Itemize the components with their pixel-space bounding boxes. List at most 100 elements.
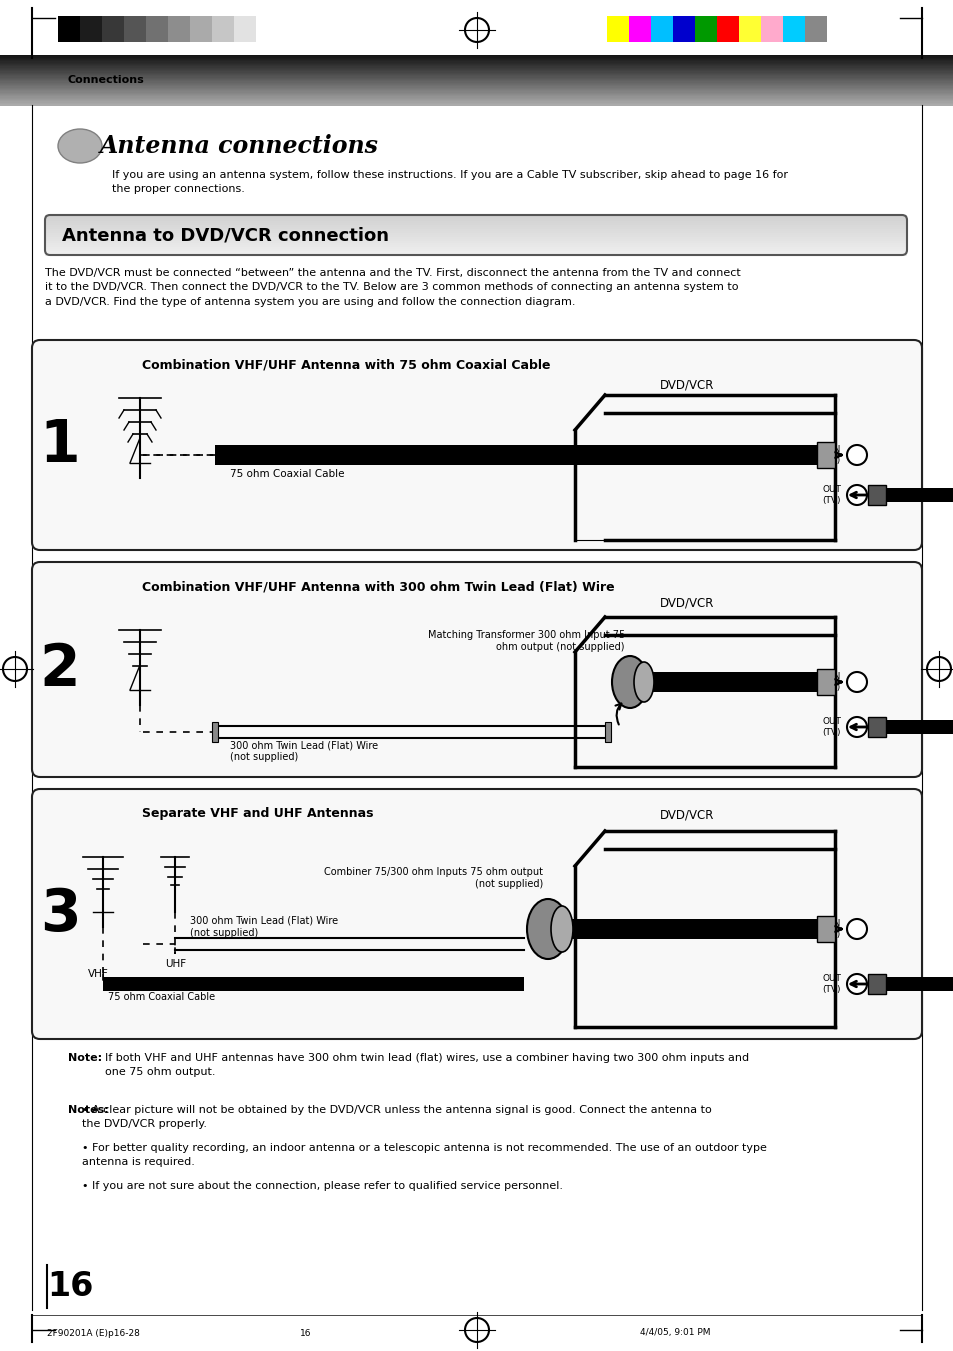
Bar [867, 717, 885, 738]
FancyBboxPatch shape [32, 340, 921, 550]
Bar [0, 95, 953, 97]
Bar [0, 58, 953, 59]
Text: Notes:: Notes: [68, 1105, 109, 1115]
Ellipse shape [612, 657, 647, 708]
Bar [45, 251, 906, 254]
Bar [45, 218, 906, 219]
FancyBboxPatch shape [32, 789, 921, 1039]
Bar [0, 76, 953, 77]
Text: 2: 2 [40, 640, 80, 698]
Bar [651, 671, 826, 692]
Text: DVD/VCR: DVD/VCR [659, 809, 714, 821]
Bar [572, 919, 826, 939]
Bar [0, 99, 953, 100]
Bar [0, 104, 953, 105]
Bar [0, 93, 953, 96]
Bar [782, 16, 804, 42]
Bar [739, 16, 760, 42]
Text: IN
(ANT): IN (ANT) [815, 446, 841, 465]
Text: 16: 16 [299, 1328, 312, 1337]
Bar [0, 73, 953, 74]
Text: IN
(ANT): IN (ANT) [815, 919, 841, 939]
Bar [0, 100, 953, 101]
Bar [882, 977, 953, 992]
Bar [45, 226, 906, 227]
Text: VHF: VHF [88, 969, 109, 979]
Bar [0, 88, 953, 89]
Text: The DVD/VCR must be connected “between” the antenna and the TV. First, disconnec: The DVD/VCR must be connected “between” … [45, 267, 740, 307]
Bar [816, 669, 834, 694]
Text: Combiner 75/300 ohm Inputs 75 ohm output
(not supplied): Combiner 75/300 ohm Inputs 75 ohm output… [324, 866, 542, 889]
Bar [882, 720, 953, 734]
Text: • A clear picture will not be obtained by the DVD/VCR unless the antenna signal : • A clear picture will not be obtained b… [82, 1105, 711, 1129]
Bar [45, 232, 906, 235]
Bar [606, 16, 628, 42]
Bar [0, 57, 953, 58]
Text: OUT
(TV): OUT (TV) [821, 717, 841, 736]
Bar [0, 92, 953, 93]
Text: Combination VHF/UHF Antenna with 300 ohm Twin Lead (Flat) Wire: Combination VHF/UHF Antenna with 300 ohm… [142, 580, 614, 593]
Bar [0, 63, 953, 65]
Bar [816, 916, 834, 942]
Bar [146, 16, 168, 42]
Bar [190, 16, 212, 42]
Bar [804, 16, 826, 42]
Bar [45, 230, 906, 231]
Bar [233, 16, 255, 42]
Bar [45, 239, 906, 242]
FancyBboxPatch shape [32, 562, 921, 777]
Bar [58, 16, 80, 42]
Text: If you are using an antenna system, follow these instructions. If you are a Cabl: If you are using an antenna system, foll… [112, 170, 787, 195]
Bar [0, 69, 953, 70]
Circle shape [846, 485, 866, 505]
Circle shape [846, 717, 866, 738]
Ellipse shape [551, 907, 573, 952]
Bar [0, 85, 953, 86]
Text: Antenna to DVD/VCR connection: Antenna to DVD/VCR connection [62, 226, 389, 245]
Text: OUT
(TV): OUT (TV) [821, 485, 841, 505]
Circle shape [846, 671, 866, 692]
Bar [102, 16, 124, 42]
Bar [0, 92, 953, 95]
Text: IN
(ANT): IN (ANT) [815, 673, 841, 692]
Text: 2F90201A (E)p16-28: 2F90201A (E)p16-28 [47, 1328, 140, 1337]
Text: 1: 1 [40, 416, 80, 473]
Bar [124, 16, 146, 42]
Bar [45, 215, 906, 218]
Bar [45, 231, 906, 234]
Bar [45, 236, 906, 239]
Bar [214, 444, 820, 465]
Text: 300 ohm Twin Lead (Flat) Wire
(not supplied): 300 ohm Twin Lead (Flat) Wire (not suppl… [230, 740, 377, 762]
Ellipse shape [58, 128, 102, 163]
Bar [760, 16, 782, 42]
Bar [80, 16, 102, 42]
Bar [45, 247, 906, 250]
Bar [0, 91, 953, 92]
Bar [45, 219, 906, 222]
Bar [45, 222, 906, 223]
Text: 4/4/05, 9:01 PM: 4/4/05, 9:01 PM [639, 1328, 710, 1337]
Bar [0, 70, 953, 72]
Bar [0, 96, 953, 99]
Text: 300 ohm Twin Lead (Flat) Wire
(not supplied): 300 ohm Twin Lead (Flat) Wire (not suppl… [190, 916, 337, 938]
Bar [0, 68, 953, 69]
Text: DVD/VCR: DVD/VCR [659, 378, 714, 390]
Bar [45, 243, 906, 246]
Text: 75 ohm Coaxial Cable: 75 ohm Coaxial Cable [108, 992, 214, 1002]
Text: Matching Transformer 300 ohm Input 75
ohm output (not supplied): Matching Transformer 300 ohm Input 75 oh… [427, 630, 624, 653]
Bar [0, 59, 953, 62]
Bar [0, 89, 953, 91]
Bar [0, 101, 953, 103]
Bar [0, 74, 953, 76]
Text: 16: 16 [47, 1270, 93, 1302]
Bar [0, 76, 953, 78]
Text: Note:: Note: [68, 1052, 102, 1063]
Bar [0, 97, 953, 99]
Bar [717, 16, 739, 42]
Bar [45, 235, 906, 238]
Bar [0, 80, 953, 82]
Circle shape [846, 919, 866, 939]
Text: Combination VHF/UHF Antenna with 75 ohm Coaxial Cable: Combination VHF/UHF Antenna with 75 ohm … [142, 358, 550, 372]
Bar [45, 240, 906, 243]
Bar [45, 245, 906, 247]
